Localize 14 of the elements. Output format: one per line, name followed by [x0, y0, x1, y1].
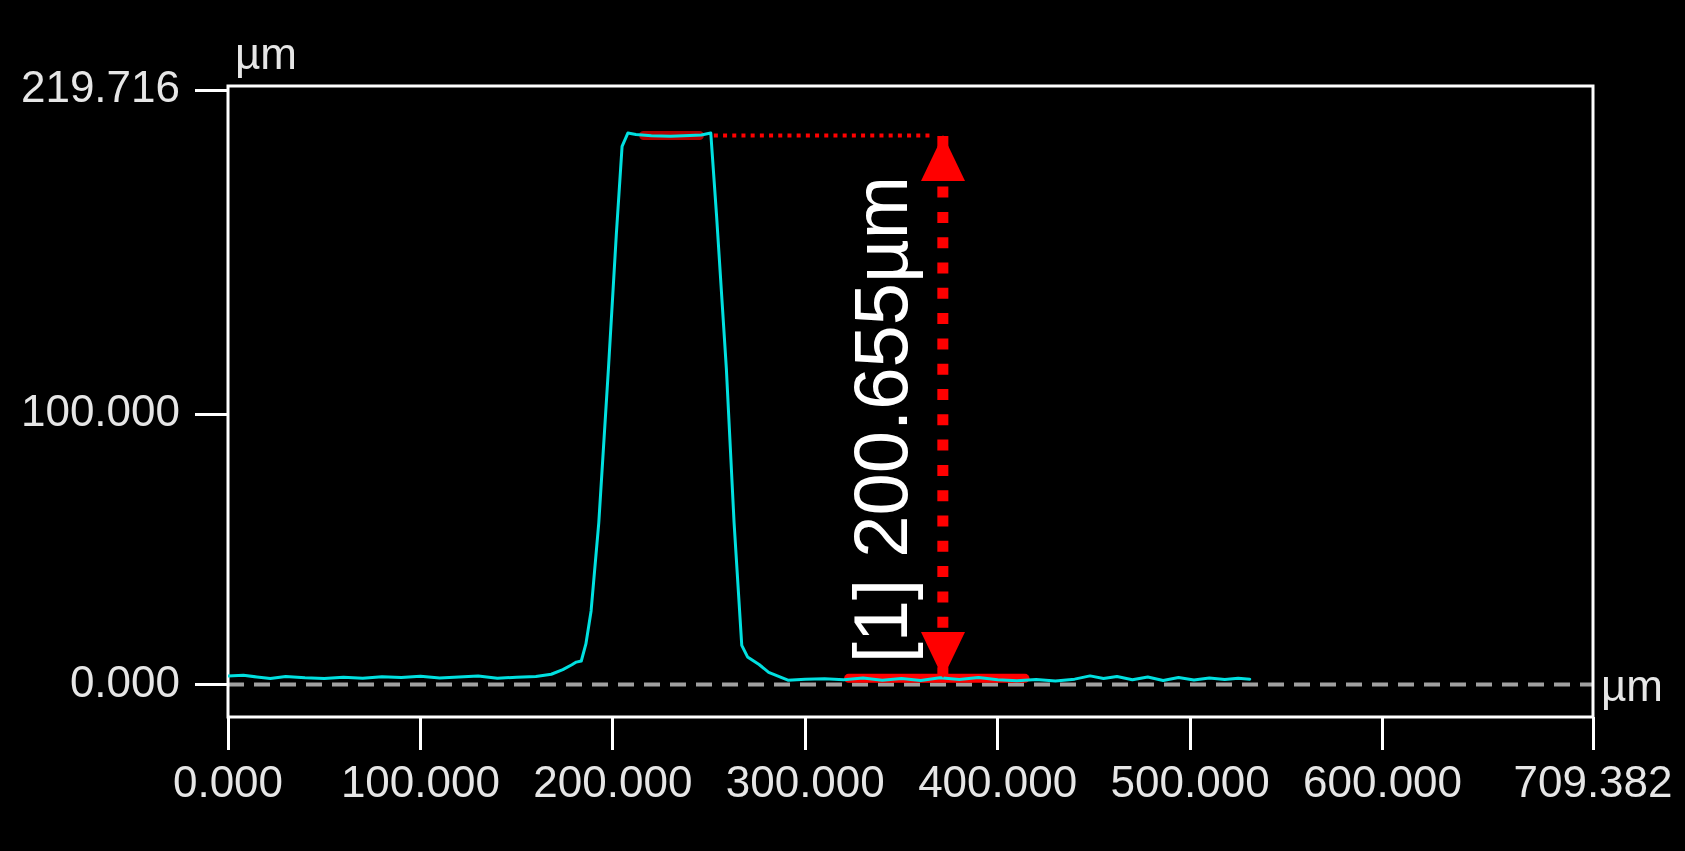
- y-axis-title: µm: [235, 29, 298, 78]
- x-tick-label: 0.000: [172, 756, 284, 806]
- y-tick-label: 0.000: [69, 656, 180, 706]
- x-axis-title: µm: [1601, 661, 1664, 710]
- x-tick-label: 709.382: [1513, 756, 1673, 806]
- x-tick-label: 400.000: [918, 756, 1078, 806]
- x-tick-label: 500.000: [1110, 756, 1270, 806]
- legend-label: [1] 200.655µm: [837, 175, 923, 664]
- x-tick-label: 200.000: [533, 756, 693, 806]
- y-tick-label: 100.000: [20, 386, 180, 436]
- x-tick-label: 300.000: [725, 756, 885, 806]
- y-tick-label: 219.716: [20, 62, 180, 112]
- x-tick-label: 600.000: [1302, 756, 1463, 806]
- x-tick-label: 100.000: [340, 756, 500, 806]
